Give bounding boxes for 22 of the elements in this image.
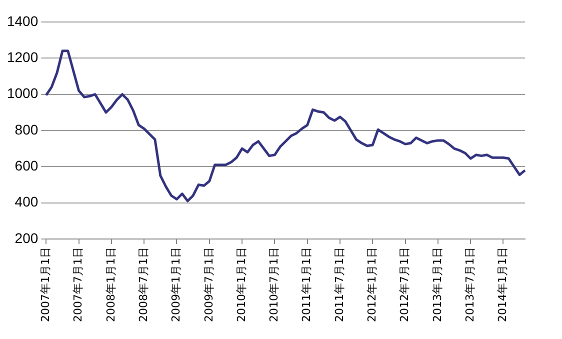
- x-tick-label: 2009年7月1日: [202, 247, 216, 322]
- x-tick-label: 2008年7月1日: [136, 247, 150, 322]
- x-tick-label: 2010年1月1日: [234, 247, 248, 322]
- x-tick-label: 2014年1月1日: [496, 247, 510, 322]
- y-tick-label: 600: [14, 158, 38, 174]
- x-tick-label: 2011年7月1日: [332, 247, 346, 322]
- x-tick-label: 2012年1月1日: [365, 247, 378, 322]
- y-tick-label: 800: [14, 121, 38, 138]
- y-tick-label: 200: [14, 230, 38, 246]
- x-tick-label: 2007年7月1日: [72, 247, 85, 322]
- x-tick-label: 2013年7月1日: [463, 247, 476, 322]
- x-tick-label: 2009年1月1日: [170, 247, 183, 322]
- x-tick-label: 2010年7月1日: [268, 247, 281, 322]
- y-tick-label: 1000: [6, 85, 38, 102]
- y-tick-label: 1200: [6, 49, 38, 66]
- x-tick-label: 2011年1月1日: [300, 247, 314, 322]
- x-tick-label: 2007年1月1日: [39, 247, 52, 322]
- x-tick-label: 2008年1月1日: [104, 247, 118, 322]
- x-tick-label: 2013年1月1日: [430, 247, 444, 322]
- y-tick-label: 1400: [6, 12, 38, 29]
- x-tick-label: 2012年7月1日: [398, 247, 412, 322]
- y-tick-label: 400: [14, 194, 38, 210]
